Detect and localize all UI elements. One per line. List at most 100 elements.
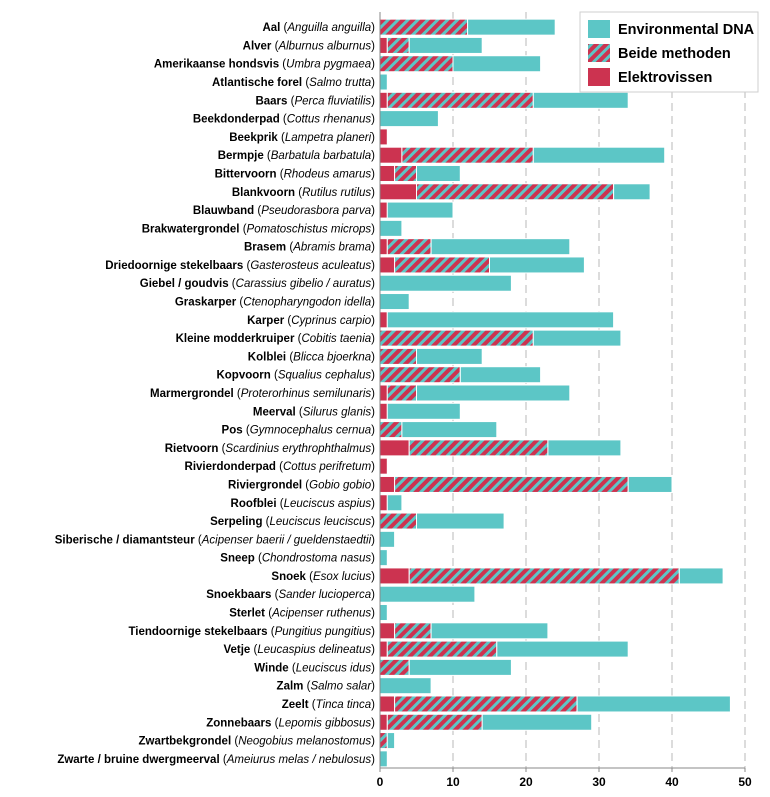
category-name: Karper bbox=[247, 315, 287, 327]
category-latin-name: Leuciscus leuciscus bbox=[270, 516, 372, 528]
paren-close: ) bbox=[371, 443, 375, 455]
paren-open: ( bbox=[280, 498, 284, 510]
category-latin-name: Salmo trutta bbox=[309, 77, 371, 89]
category-latin-name: Leucaspius delineatus bbox=[257, 644, 371, 656]
paren-close: ) bbox=[371, 77, 375, 89]
paren-close: ) bbox=[371, 205, 375, 217]
paren-close: ) bbox=[371, 589, 375, 601]
legend-swatch bbox=[588, 20, 610, 38]
bar-elektrovissen bbox=[379, 695, 396, 713]
bar-beide-methoden bbox=[394, 475, 629, 493]
category-name: Riviergrondel bbox=[228, 479, 305, 491]
category-latin-name: Blicca bjoerkna bbox=[293, 351, 371, 363]
category-name: Siberische / diamantsteur bbox=[55, 534, 198, 546]
bar-environmental-dna bbox=[379, 219, 403, 237]
category-latin-name: Lepomis gibbosus bbox=[278, 717, 371, 729]
category-label: Vetje (Leucaspius delineatus) bbox=[223, 644, 375, 656]
legend: Environmental DNA Beide methoden Elektrovi… bbox=[579, 11, 759, 93]
bar-environmental-dna bbox=[408, 36, 483, 54]
paren-open: ( bbox=[257, 205, 261, 217]
category-label: Blauwband (Pseudorasbora parva) bbox=[193, 205, 375, 217]
category-label: Bittervoorn (Rhodeus amarus) bbox=[215, 168, 376, 180]
bar-environmental-dna bbox=[496, 640, 629, 658]
category-label: Riviergrondel (Gobio gobio) bbox=[228, 479, 375, 491]
category-label: Amerikaanse hondsvis (Umbra pygmaea) bbox=[154, 59, 375, 71]
category-label: Roofblei (Leuciscus aspius) bbox=[231, 498, 376, 510]
x-tick-label: 40 bbox=[665, 775, 679, 789]
category-label: Karper (Cyprinus carpio) bbox=[247, 315, 375, 327]
paren-close: ) bbox=[371, 132, 375, 144]
category-latin-name: Pungitius pungitius bbox=[275, 626, 372, 638]
category-latin-name: Gasterosteus aculeatus bbox=[250, 260, 371, 272]
paren-close: ) bbox=[371, 717, 375, 729]
category-name: Tiendoornige stekelbaars bbox=[128, 626, 270, 638]
paren-open: ( bbox=[275, 589, 279, 601]
category-latin-name: Squalius cephalus bbox=[278, 370, 372, 382]
category-latin-name: Proterorhinus semilunaris bbox=[241, 388, 372, 400]
bar-environmental-dna bbox=[379, 293, 410, 311]
paren-open: ( bbox=[258, 553, 262, 565]
bar-environmental-dna bbox=[627, 475, 673, 493]
bar-environmental-dna bbox=[532, 91, 629, 109]
category-latin-name: Ctenopharyngodon idella bbox=[243, 297, 371, 309]
paren-close: ) bbox=[371, 40, 375, 52]
category-latin-name: Cyprinus carpio bbox=[291, 315, 371, 327]
bar-beide-methoden bbox=[379, 347, 417, 365]
paren-open: ( bbox=[298, 333, 302, 345]
category-label: Snoek (Esox lucius) bbox=[271, 571, 375, 583]
bar-environmental-dna bbox=[467, 18, 556, 36]
paren-open: ( bbox=[266, 516, 270, 528]
bar-environmental-dna bbox=[386, 201, 454, 219]
paren-open: ( bbox=[282, 59, 286, 71]
category-label: Snoekbaars (Sander lucioperca) bbox=[206, 589, 375, 601]
paren-close: ) bbox=[371, 351, 375, 363]
category-latin-name: Sander lucioperca bbox=[278, 589, 371, 601]
category-label: Marmergrondel (Proterorhinus semilunaris… bbox=[150, 388, 375, 400]
bar-elektrovissen bbox=[379, 128, 388, 146]
category-name: Baars bbox=[255, 95, 290, 107]
paren-close: ) bbox=[371, 644, 375, 656]
bar-beide-methoden bbox=[379, 18, 469, 36]
paren-close: ) bbox=[371, 95, 375, 107]
bar-environmental-dna bbox=[379, 73, 388, 91]
bar-environmental-dna bbox=[379, 549, 388, 567]
category-latin-name: Tinca tinca bbox=[316, 699, 372, 711]
category-label: Bermpje (Barbatula barbatula) bbox=[218, 150, 375, 162]
paren-open: ( bbox=[305, 77, 309, 89]
paren-close: ) bbox=[371, 260, 375, 272]
category-name: Beekprik bbox=[229, 132, 281, 144]
bar-environmental-dna bbox=[416, 164, 461, 182]
bar-beide-methoden bbox=[401, 146, 534, 164]
category-name: Kopvoorn bbox=[216, 370, 274, 382]
category-name: Rivierdonderpad bbox=[185, 461, 280, 473]
bar-elektrovissen bbox=[379, 164, 396, 182]
bar-beide-methoden bbox=[416, 183, 615, 201]
category-name: Kolblei bbox=[248, 351, 290, 363]
bar-elektrovissen bbox=[379, 384, 388, 402]
category-name: Zonnebaars bbox=[206, 717, 274, 729]
bar-environmental-dna bbox=[613, 183, 651, 201]
paren-open: ( bbox=[243, 223, 247, 235]
category-latin-name: Esox lucius bbox=[313, 571, 371, 583]
paren-open: ( bbox=[223, 754, 227, 766]
category-latin-name: Acipenser baerii / gueldenstaedtii bbox=[201, 534, 372, 546]
bar-elektrovissen bbox=[379, 640, 388, 658]
paren-open: ( bbox=[298, 187, 302, 199]
bar-environmental-dna bbox=[379, 530, 396, 548]
category-name: Winde bbox=[254, 662, 292, 674]
bar-environmental-dna bbox=[481, 713, 593, 731]
bar-elektrovissen bbox=[379, 439, 410, 457]
bar-beide-methoden bbox=[386, 640, 498, 658]
paren-open: ( bbox=[271, 626, 275, 638]
category-latin-name: Anguilla anguilla bbox=[286, 22, 371, 34]
paren-close: ) bbox=[371, 242, 375, 254]
paren-open: ( bbox=[305, 479, 309, 491]
category-name: Giebel / goudvis bbox=[140, 278, 232, 290]
category-name: Amerikaanse hondsvis bbox=[154, 59, 282, 71]
category-label: Atlantische forel (Salmo trutta) bbox=[212, 77, 375, 89]
category-latin-name: Umbra pygmaea bbox=[286, 59, 371, 71]
category-latin-name: Cobitis taenia bbox=[301, 333, 371, 345]
bar-environmental-dna bbox=[386, 732, 396, 750]
bar-beide-methoden bbox=[379, 329, 534, 347]
category-name: Sterlet bbox=[229, 608, 268, 620]
